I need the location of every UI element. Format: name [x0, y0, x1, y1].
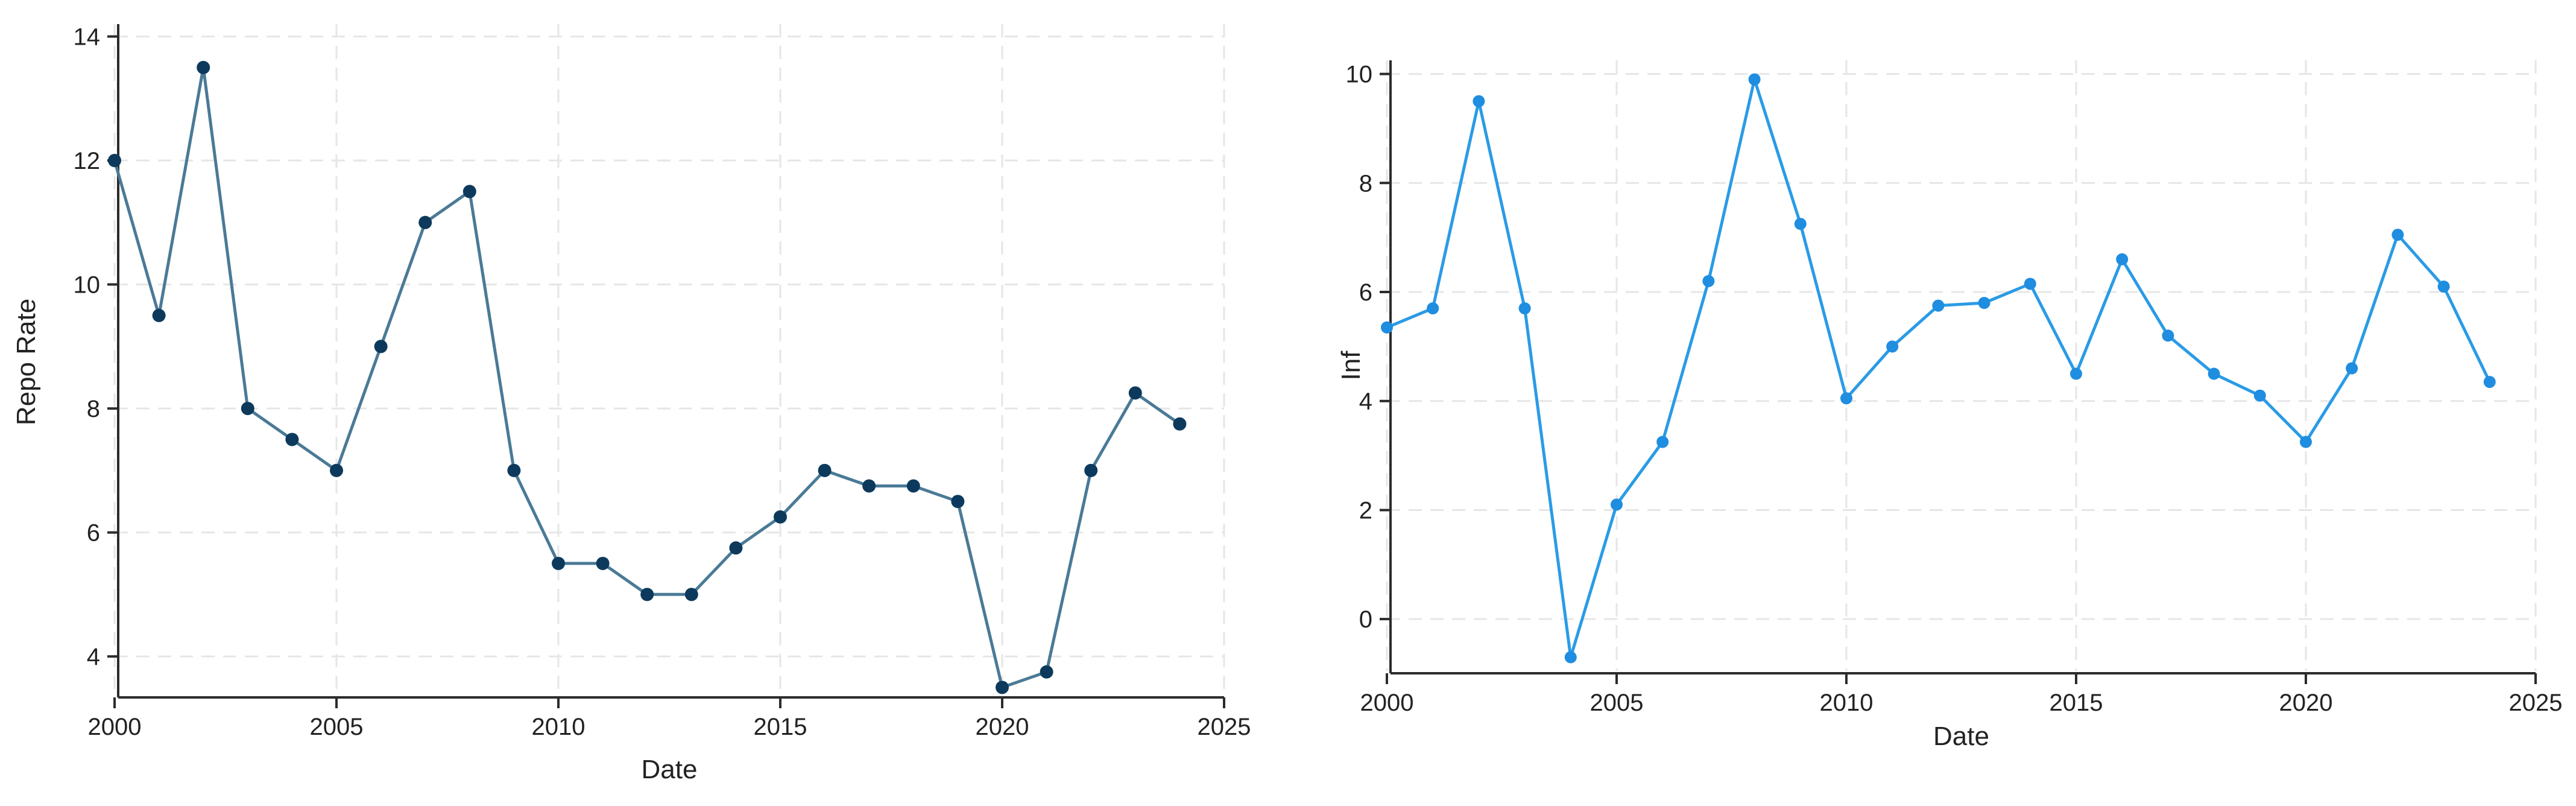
repo-rate-point-2003 [241, 402, 254, 416]
repo-rate-point-2021 [1040, 665, 1053, 679]
repo-rate-xtick-label-2020: 2020 [976, 714, 1029, 740]
inflation-point-2020 [2300, 436, 2312, 448]
inflation-xtick-label-2020: 2020 [2279, 690, 2333, 716]
repo-rate-point-2012 [640, 588, 654, 601]
repo-rate-point-2009 [507, 463, 521, 477]
inflation-point-2007 [1702, 274, 1715, 287]
repo-rate-point-2001 [152, 308, 166, 322]
repo-rate-point-2016 [818, 463, 832, 477]
repo-rate-y-axis-title: Repo Rate [11, 299, 41, 425]
repo-rate-point-2022 [1084, 463, 1098, 477]
repo-rate-chart: 2000 2005 2010 2015 2020 2025 4 6 8 10 12 14 Date Rep… [11, 24, 1251, 784]
inflation-ytick-label-8: 8 [1359, 170, 1372, 197]
repo-rate-point-2017 [862, 479, 876, 493]
inflation-point-2005 [1611, 498, 1623, 511]
repo-rate-point-2008 [462, 185, 476, 198]
inflation-x-axis-title: Date [1933, 722, 1989, 751]
inflation-ytick-label-10: 10 [1346, 62, 1373, 88]
inflation-point-2022 [2391, 229, 2404, 241]
repo-rate-ytick-label-14: 14 [74, 24, 101, 51]
inflation-xtick-label-2025: 2025 [2509, 690, 2563, 716]
inflation-point-2003 [1518, 302, 1531, 315]
inflation-point-2013 [1978, 297, 1990, 309]
inflation-xtick-label-2000: 2000 [1360, 690, 1414, 716]
inflation-point-2016 [2116, 253, 2129, 265]
inflation-xtick-label-2005: 2005 [1590, 690, 1644, 716]
inflation-point-2001 [1427, 302, 1439, 315]
inflation-point-2008 [1748, 73, 1761, 86]
repo-rate-ytick-label-6: 6 [87, 520, 100, 547]
repo-rate-point-2019 [951, 495, 965, 509]
repo-rate-x-axis-title: Date [642, 755, 698, 784]
inflation-point-2018 [2208, 367, 2220, 380]
inflation-point-2014 [2024, 278, 2036, 290]
repo-rate-point-2005 [330, 463, 343, 477]
inflation-ytick-label-2: 2 [1359, 497, 1372, 524]
repo-rate-xtick-label-2005: 2005 [310, 714, 364, 740]
repo-rate-xtick-label-2000: 2000 [88, 714, 142, 740]
inflation-point-2010 [1840, 392, 1852, 405]
inflation-ytick-label-4: 4 [1359, 389, 1372, 415]
inflation-y-axis-title: Inf [1336, 351, 1366, 381]
inflation-xtick-label-2015: 2015 [2050, 690, 2103, 716]
repo-rate-point-2007 [418, 215, 432, 229]
inflation-point-2024 [2483, 376, 2496, 389]
repo-rate-xtick-label-2015: 2015 [754, 714, 807, 740]
repo-rate-point-2000 [108, 154, 121, 168]
repo-rate-point-2023 [1128, 386, 1142, 400]
inflation-ytick-label-0: 0 [1359, 606, 1372, 633]
repo-rate-ytick-label-8: 8 [87, 396, 100, 422]
inflation-point-2012 [1932, 299, 1945, 312]
inflation-point-2019 [2253, 389, 2266, 402]
repo-rate-ytick-label-12: 12 [74, 148, 101, 174]
inflation-point-2011 [1886, 340, 1899, 353]
repo-rate-point-2006 [374, 340, 388, 354]
inflation-xtick-label-2010: 2010 [1820, 690, 1874, 716]
inflation-point-2015 [2070, 367, 2082, 380]
inflation-point-2021 [2346, 362, 2358, 375]
repo-rate-point-2004 [285, 433, 299, 446]
repo-rate-point-2024 [1173, 417, 1187, 431]
repo-rate-point-2013 [684, 588, 698, 601]
inflation-ytick-label-6: 6 [1359, 279, 1372, 306]
inflation-point-2004 [1564, 651, 1577, 664]
repo-rate-ytick-label-10: 10 [74, 272, 101, 299]
inflation-chart: 2000 2005 2010 2015 2020 2025 0 2 4 6 8 10 Date Inf [1336, 60, 2562, 751]
repo-rate-xtick-label-2010: 2010 [532, 714, 586, 740]
inflation-point-2023 [2437, 280, 2450, 293]
inflation-point-2009 [1794, 218, 1807, 230]
inflation-series-line [1386, 78, 2492, 659]
inflation-point-2006 [1656, 436, 1669, 448]
repo-rate-ytick-label-4: 4 [87, 644, 100, 670]
repo-rate-point-2011 [596, 556, 610, 570]
repo-rate-point-2020 [996, 681, 1009, 694]
repo-rate-point-2010 [552, 556, 565, 570]
inflation-point-2017 [2162, 329, 2174, 342]
repo-rate-point-2015 [774, 510, 787, 524]
inflation-point-2002 [1473, 95, 1485, 107]
repo-rate-point-2018 [906, 479, 920, 493]
repo-rate-point-2014 [729, 541, 743, 555]
inflation-point-2000 [1381, 321, 1393, 334]
repo-rate-xtick-label-2025: 2025 [1198, 714, 1251, 740]
repo-rate-point-2002 [197, 60, 210, 74]
